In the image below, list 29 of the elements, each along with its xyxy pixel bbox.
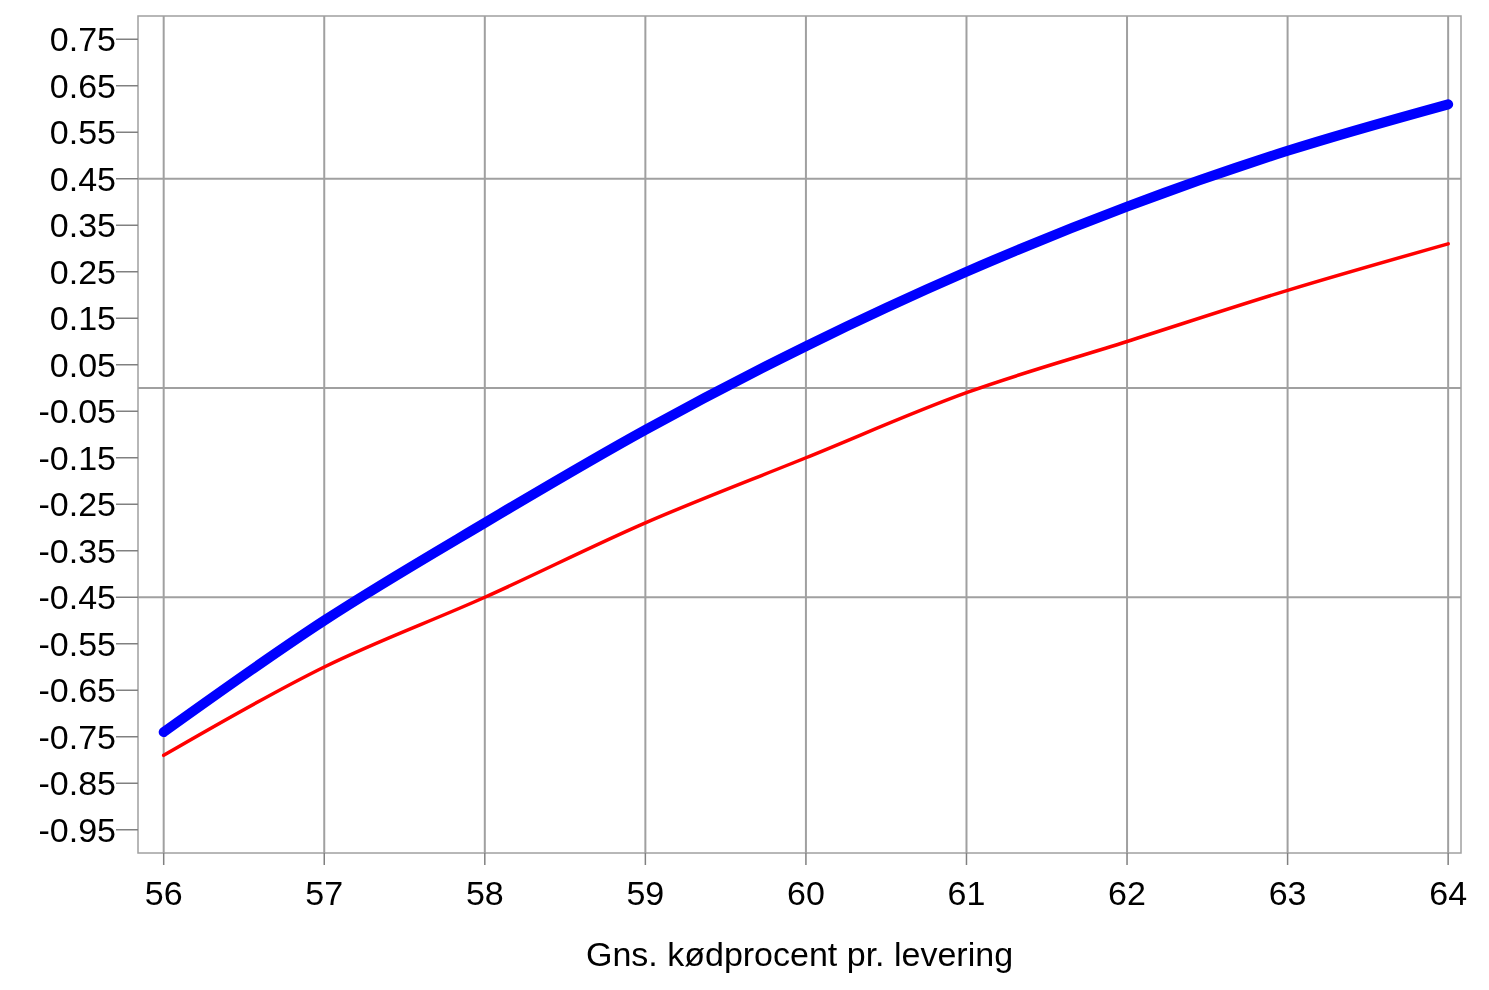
y-tick-label: 0.75 bbox=[49, 20, 116, 59]
x-tick-label: 62 bbox=[1108, 874, 1146, 912]
y-tick-label: 0.35 bbox=[49, 206, 116, 245]
line-series bbox=[161, 242, 1450, 758]
y-tick-label: -0.05 bbox=[38, 392, 116, 431]
x-axis-title: Gns. kødprocent pr. levering bbox=[585, 935, 1014, 973]
y-tick-label: 0.05 bbox=[49, 345, 116, 384]
y-tick-label: -0.55 bbox=[38, 624, 116, 663]
y-tick-label: 0.55 bbox=[49, 113, 116, 152]
y-tick-label: -0.65 bbox=[38, 671, 116, 710]
x-tick-label: 56 bbox=[144, 874, 183, 912]
y-tick-label: -0.85 bbox=[38, 764, 116, 803]
x-tick-label: 58 bbox=[465, 874, 504, 912]
y-tick-label: -0.45 bbox=[38, 578, 116, 617]
y-tick-label: -0.35 bbox=[38, 531, 116, 570]
x-tick-label: 61 bbox=[947, 874, 986, 912]
y-tick-label: 0.45 bbox=[49, 159, 116, 198]
y-tick-label: -0.15 bbox=[38, 438, 116, 477]
y-tick-label: 0.25 bbox=[49, 252, 116, 291]
y-tick-label: -0.25 bbox=[38, 485, 116, 524]
x-tick-label: 59 bbox=[626, 874, 665, 912]
y-tick-label: -0.75 bbox=[38, 717, 116, 756]
y-tick-label: 0.15 bbox=[49, 299, 116, 338]
x-tick-label: 63 bbox=[1268, 874, 1307, 912]
x-tick-label: 64 bbox=[1429, 874, 1468, 912]
x-tick-label: 60 bbox=[787, 874, 825, 912]
y-tick-label: 0.65 bbox=[49, 66, 116, 105]
y-tick-label: -0.95 bbox=[38, 810, 116, 849]
x-tick-label: 57 bbox=[305, 874, 344, 912]
